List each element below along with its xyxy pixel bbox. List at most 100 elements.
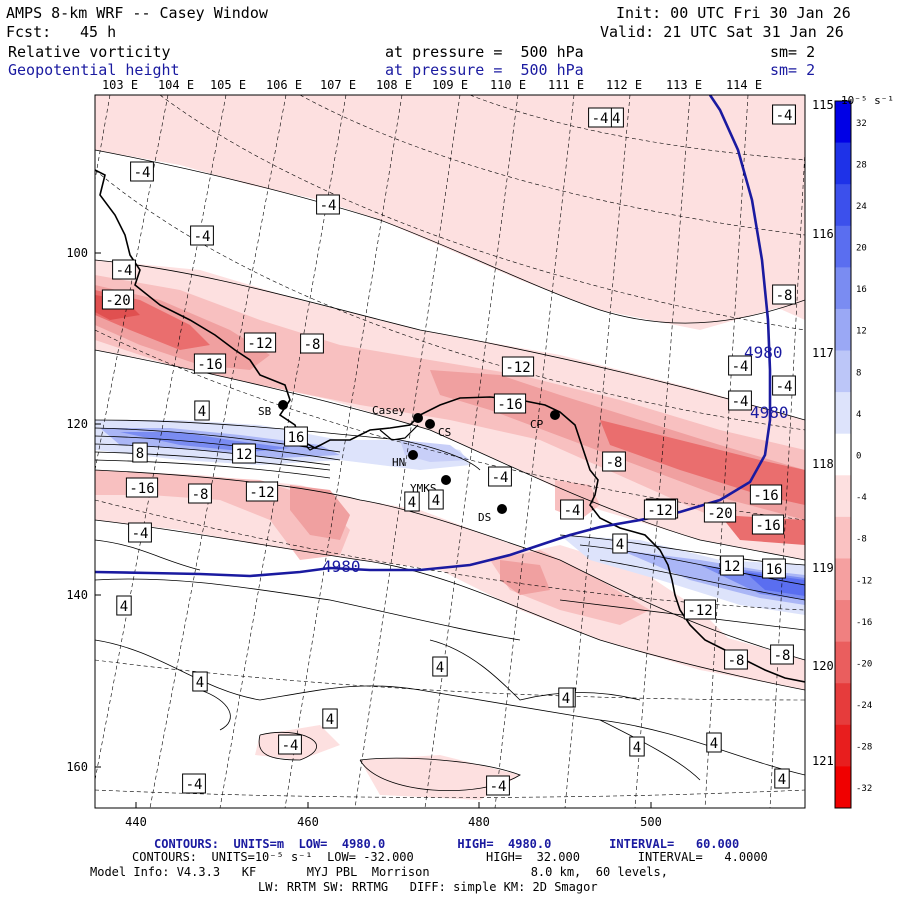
contour-value-label: -16 bbox=[751, 514, 785, 535]
svg-text:-4: -4 bbox=[282, 738, 299, 754]
contour-value-label: 4 bbox=[558, 687, 574, 708]
colorbar-swatch bbox=[835, 392, 851, 435]
station-label: DS bbox=[478, 511, 491, 524]
contour-value-label: -4 bbox=[128, 522, 152, 543]
svg-text:-4: -4 bbox=[116, 263, 133, 279]
station-marker bbox=[550, 410, 560, 420]
contour-value-label: -8 bbox=[300, 333, 324, 354]
contour-value-label: -20 bbox=[703, 502, 737, 523]
station-marker bbox=[497, 504, 507, 514]
colorbar-label: -28 bbox=[856, 743, 872, 753]
svg-text:-4: -4 bbox=[492, 470, 509, 486]
contour-value-label: 4 bbox=[322, 708, 338, 729]
svg-text:-4: -4 bbox=[732, 359, 749, 375]
colorbar-swatch bbox=[835, 683, 851, 726]
contour-value-label: -4 bbox=[588, 107, 612, 128]
svg-text:4: 4 bbox=[326, 712, 334, 728]
station-label: CS bbox=[438, 426, 451, 439]
svg-text:-20: -20 bbox=[707, 506, 732, 522]
svg-text:-4: -4 bbox=[776, 108, 793, 124]
colorbar-label: -20 bbox=[856, 659, 872, 669]
svg-text:-12: -12 bbox=[247, 336, 272, 352]
svg-text:-4: -4 bbox=[194, 229, 211, 245]
colorbar-label: 0 bbox=[856, 452, 861, 462]
forecast-label: Fcst: bbox=[6, 23, 52, 41]
physics-info: LW: RRTM SW: RRTMG DIFF: simple KM: 2D S… bbox=[258, 880, 598, 894]
contour-value-label: -16 bbox=[493, 393, 527, 414]
svg-text:-12: -12 bbox=[249, 485, 274, 501]
svg-text:4: 4 bbox=[710, 736, 718, 752]
field2-smoothing: sm= 2 bbox=[770, 61, 816, 79]
y-tick-label: 160 bbox=[66, 760, 88, 774]
lon-label: 113 E bbox=[666, 78, 702, 92]
colorbar-label: -4 bbox=[856, 493, 867, 503]
svg-text:4: 4 bbox=[436, 660, 444, 676]
svg-text:-8: -8 bbox=[304, 337, 321, 353]
contour-value-label: 8 bbox=[132, 442, 148, 463]
contour-value-label: -12 bbox=[243, 332, 277, 353]
station-marker bbox=[278, 400, 288, 410]
station-marker bbox=[425, 419, 435, 429]
x-tick-label: 500 bbox=[640, 815, 662, 829]
svg-text:-4: -4 bbox=[490, 779, 507, 795]
svg-text:-4: -4 bbox=[732, 394, 749, 410]
contour-value-label: -12 bbox=[501, 356, 535, 377]
y-tick-label: 100 bbox=[66, 246, 88, 260]
svg-text:4: 4 bbox=[778, 772, 786, 788]
svg-text:-20: -20 bbox=[105, 293, 130, 309]
contour-value-label: -4 bbox=[772, 375, 796, 396]
station-label: SB bbox=[258, 405, 272, 418]
height-contour-4980 bbox=[95, 95, 772, 578]
contour-value-label: -4 bbox=[560, 499, 584, 520]
vorticity-contours bbox=[95, 149, 805, 792]
colorbar-label: 4 bbox=[856, 410, 861, 420]
contour-value-label: -4 bbox=[112, 259, 136, 280]
coastline bbox=[95, 169, 805, 683]
colorbar-label: 20 bbox=[856, 244, 867, 254]
axis-ticks bbox=[95, 252, 652, 808]
svg-text:12: 12 bbox=[236, 447, 253, 463]
station-marker bbox=[441, 475, 451, 485]
field2-level: at pressure = 500 hPa bbox=[385, 61, 584, 79]
svg-text:-16: -16 bbox=[197, 357, 222, 373]
svg-text:-4: -4 bbox=[564, 503, 581, 519]
svg-text:4: 4 bbox=[562, 691, 570, 707]
colorbar-swatch bbox=[835, 142, 851, 185]
station-marker bbox=[413, 413, 423, 423]
svg-text:-16: -16 bbox=[753, 488, 778, 504]
model-info: Model Info: V4.3.3 KF MYJ PBL Morrison 8… bbox=[90, 865, 668, 879]
contour-value-label: -8 bbox=[770, 644, 794, 665]
contour-value-label: 12 bbox=[720, 555, 744, 576]
contour-value-label: -4 bbox=[486, 775, 510, 796]
contour-value-label: -8 bbox=[724, 649, 748, 670]
colorbar-label: 24 bbox=[856, 202, 867, 212]
svg-text:16: 16 bbox=[288, 430, 305, 446]
contour-value-label: 4 bbox=[706, 732, 722, 753]
svg-text:4: 4 bbox=[196, 675, 204, 691]
svg-text:-16: -16 bbox=[497, 397, 522, 413]
svg-text:-4: -4 bbox=[776, 379, 793, 395]
svg-text:-12: -12 bbox=[687, 603, 712, 619]
colorbar-label: 28 bbox=[856, 160, 867, 170]
svg-text:4: 4 bbox=[408, 495, 416, 511]
colorbar-label: 16 bbox=[856, 285, 867, 295]
svg-text:-8: -8 bbox=[776, 288, 793, 304]
valid-time: Valid: 21 UTC Sat 31 Jan 26 bbox=[600, 23, 844, 41]
plot-title: AMPS 8-km WRF -- Casey Window bbox=[6, 4, 268, 22]
svg-text:-8: -8 bbox=[192, 487, 209, 503]
height-contour-labels: 4980 4980 4980 bbox=[322, 343, 789, 576]
colorbar-frame bbox=[834, 100, 852, 809]
svg-text:-4: -4 bbox=[132, 526, 149, 542]
y-tick-label: 120 bbox=[66, 417, 88, 431]
contour-value-label: -4 bbox=[488, 466, 512, 487]
svg-text:4: 4 bbox=[198, 404, 206, 420]
colorbar-swatch bbox=[835, 101, 851, 144]
svg-text:-8: -8 bbox=[606, 455, 623, 471]
colorbar-label: -16 bbox=[856, 618, 872, 628]
contour-value-label: -12 bbox=[683, 599, 717, 620]
contour-value-label: 4 bbox=[404, 491, 420, 512]
lon-label: 108 E bbox=[376, 78, 412, 92]
field2-name: Geopotential height bbox=[8, 61, 180, 79]
forecast-hour: 45 h bbox=[80, 23, 117, 41]
lon-label: 111 E bbox=[548, 78, 584, 92]
